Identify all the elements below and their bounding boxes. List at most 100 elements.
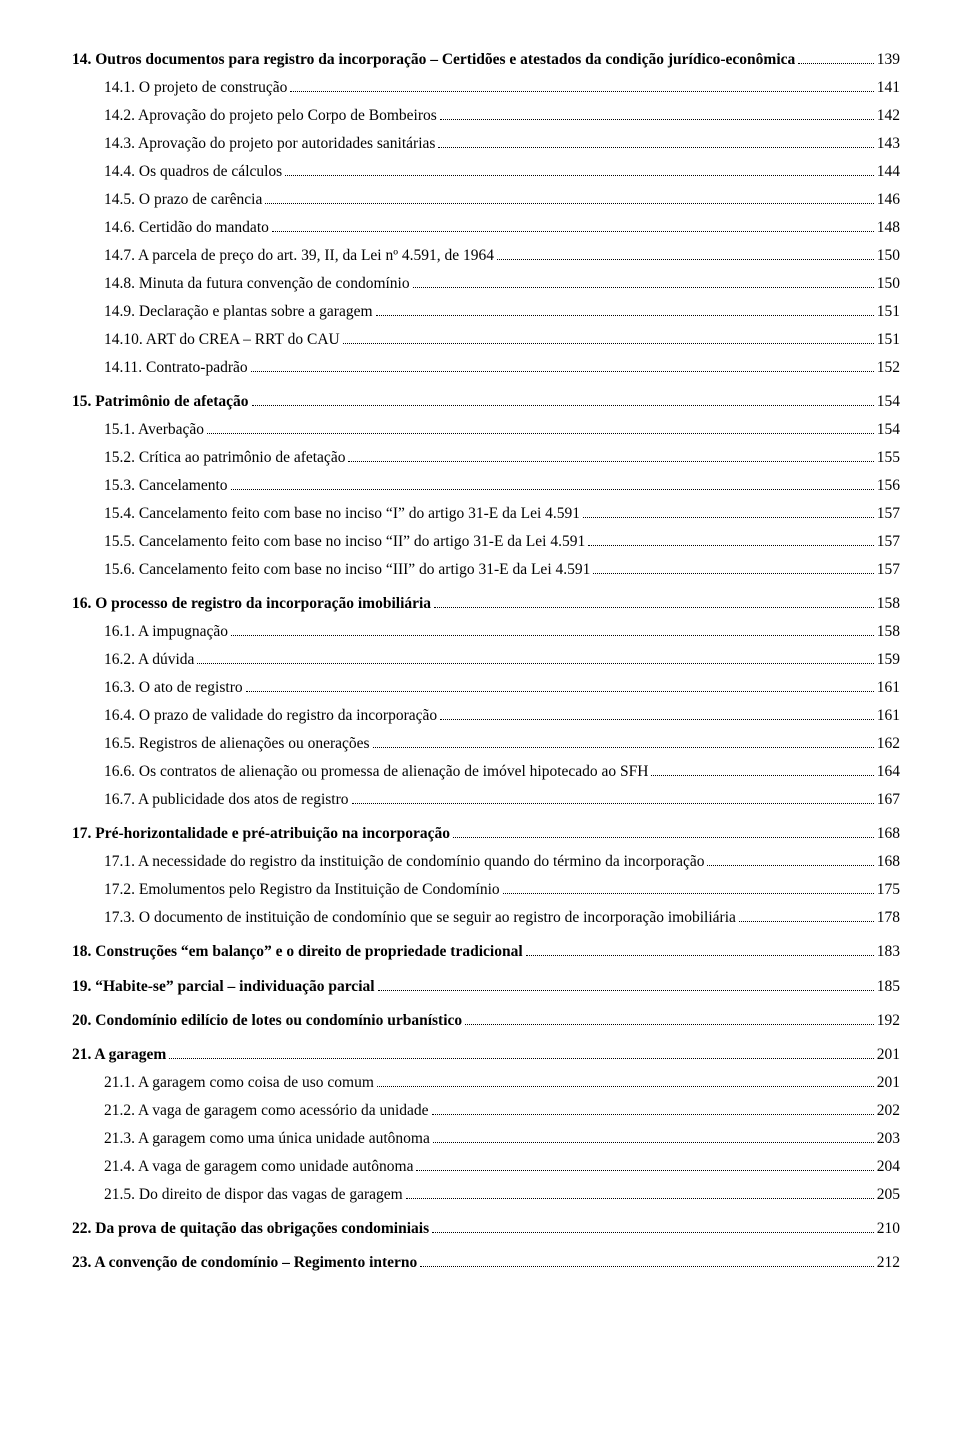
toc-text: 14.8. Minuta da futura convenção de cond… (104, 272, 410, 296)
toc-page-number: 168 (877, 850, 900, 874)
toc-leader (207, 419, 874, 434)
toc-subitem: 15.3. Cancelamento156 (72, 474, 900, 498)
toc-page-number: 148 (877, 216, 900, 240)
toc-page-number: 157 (877, 502, 900, 526)
toc-subitem: 17.1. A necessidade do registro da insti… (72, 850, 900, 874)
toc-page-number: 139 (877, 48, 900, 72)
toc-leader (348, 447, 873, 462)
toc-section: 23. A convenção de condomínio – Regiment… (72, 1251, 900, 1275)
toc-text: 14.7. A parcela de preço do art. 39, II,… (104, 244, 494, 268)
toc-section: 14. Outros documentos para registro da i… (72, 48, 900, 72)
toc-section: 15. Patrimônio de afetação 154 (72, 390, 900, 414)
toc-text: 16.3. O ato de registro (104, 676, 243, 700)
toc-text: 16.7. A publicidade dos atos de registro (104, 788, 349, 812)
toc-subitem: 16.5. Registros de alienações ou oneraçõ… (72, 732, 900, 756)
toc-leader (798, 49, 873, 64)
toc-section: 17. Pré-horizontalidade e pré-atribuição… (72, 822, 900, 846)
toc-subitem: 21.4. A vaga de garagem como unidade aut… (72, 1155, 900, 1179)
toc-subitem: 15.4. Cancelamento feito com base no inc… (72, 502, 900, 526)
toc-subitem: 21.3. A garagem como uma única unidade a… (72, 1127, 900, 1151)
toc-text: 17.1. A necessidade do registro da insti… (104, 850, 704, 874)
toc-leader (413, 273, 874, 288)
toc-text: 14.1. O projeto de construção (104, 76, 287, 100)
toc-page-number: 161 (877, 676, 900, 700)
toc-page-number: 202 (877, 1099, 900, 1123)
toc-page-number: 142 (877, 104, 900, 128)
toc-leader (453, 823, 874, 838)
toc-text: 21. A garagem (72, 1043, 166, 1067)
toc-page-number: 164 (877, 760, 900, 784)
toc-subitem: 16.3. O ato de registro 161 (72, 676, 900, 700)
toc-page-number: 203 (877, 1127, 900, 1151)
toc-text: 14.4. Os quadros de cálculos (104, 160, 282, 184)
toc-leader (438, 133, 873, 148)
toc-subitem: 14.9. Declaração e plantas sobre a garag… (72, 300, 900, 324)
toc-text: 14.2. Aprovação do projeto pelo Corpo de… (104, 104, 437, 128)
toc-leader (433, 1128, 874, 1143)
toc-subitem: 14.1. O projeto de construção 141 (72, 76, 900, 100)
toc-text: 16.1. A impugnação (104, 620, 228, 644)
toc-leader (376, 301, 874, 316)
toc-leader (246, 677, 874, 692)
toc-page-number: 168 (877, 822, 900, 846)
toc-page-number: 141 (877, 76, 900, 100)
toc-subitem: 21.1. A garagem como coisa de uso comum2… (72, 1071, 900, 1095)
toc-text: 21.1. A garagem como coisa de uso comum (104, 1071, 374, 1095)
toc-leader (593, 559, 873, 574)
toc-page-number: 162 (877, 732, 900, 756)
toc-leader (377, 1072, 874, 1087)
toc-leader (497, 245, 874, 260)
toc-leader (290, 77, 873, 92)
toc-text: 15.2. Crítica ao patrimônio de afetação (104, 446, 345, 470)
toc-leader (352, 789, 874, 804)
toc-text: 19. “Habite-se” parcial – individuação p… (72, 975, 375, 999)
toc-subitem: 16.7. A publicidade dos atos de registro… (72, 788, 900, 812)
toc-leader (651, 761, 873, 776)
toc-text: 14.11. Contrato-padrão (104, 356, 248, 380)
toc-page-number: 156 (877, 474, 900, 498)
toc-leader (252, 391, 874, 406)
toc-page-number: 159 (877, 648, 900, 672)
toc-page-number: 178 (877, 906, 900, 930)
toc-text: 21.2. A vaga de garagem como acessório d… (104, 1099, 429, 1123)
toc-text: 16.6. Os contratos de alienação ou prome… (104, 760, 648, 784)
toc-page-number: 152 (877, 356, 900, 380)
toc-leader (420, 1252, 873, 1267)
toc-leader (526, 942, 874, 957)
toc-text: 21.3. A garagem como uma única unidade a… (104, 1127, 430, 1151)
toc-page-number: 154 (877, 390, 900, 414)
toc-text: 14.6. Certidão do mandato (104, 216, 269, 240)
toc-leader (343, 329, 874, 344)
toc-leader (169, 1044, 873, 1059)
toc-page-number: 150 (877, 244, 900, 268)
toc-leader (432, 1218, 874, 1233)
toc-subitem: 17.3. O documento de instituição de cond… (72, 906, 900, 930)
toc-leader (432, 1100, 874, 1115)
toc-leader (251, 357, 874, 372)
toc-page-number: 155 (877, 446, 900, 470)
toc-text: 15.5. Cancelamento feito com base no inc… (104, 530, 585, 554)
toc-page-number: 143 (877, 132, 900, 156)
toc-leader (197, 649, 873, 664)
toc-page-number: 167 (877, 788, 900, 812)
toc-page-number: 157 (877, 558, 900, 582)
toc-leader (465, 1010, 874, 1025)
toc-page-number: 212 (877, 1251, 900, 1275)
toc-leader (231, 621, 874, 636)
toc-leader (285, 161, 874, 176)
toc-subitem: 14.2. Aprovação do projeto pelo Corpo de… (72, 104, 900, 128)
toc-leader (503, 880, 874, 895)
toc-text: 16.4. O prazo de validade do registro da… (104, 704, 437, 728)
toc-text: 21.4. A vaga de garagem como unidade aut… (104, 1155, 413, 1179)
toc-text: 14.3. Aprovação do projeto por autoridad… (104, 132, 435, 156)
toc-text: 15.6. Cancelamento feito com base no inc… (104, 558, 590, 582)
toc-text: 14. Outros documentos para registro da i… (72, 48, 795, 72)
toc-leader (231, 475, 874, 490)
toc-text: 15. Patrimônio de afetação (72, 390, 249, 414)
toc-subitem: 14.7. A parcela de preço do art. 39, II,… (72, 244, 900, 268)
toc-section: 18. Construções “em balanço” e o direito… (72, 940, 900, 964)
toc-subitem: 15.6. Cancelamento feito com base no inc… (72, 558, 900, 582)
toc-subitem: 14.3. Aprovação do projeto por autoridad… (72, 132, 900, 156)
toc-subitem: 14.6. Certidão do mandato 148 (72, 216, 900, 240)
toc-text: 14.10. ART do CREA – RRT do CAU (104, 328, 340, 352)
